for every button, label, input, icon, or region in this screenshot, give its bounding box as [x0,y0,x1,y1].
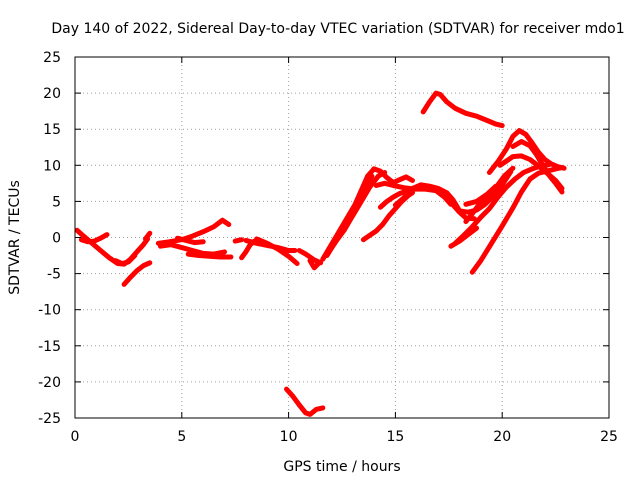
series-track-13 [254,236,300,266]
series-track-8 [175,235,206,246]
x-tick-label: 5 [177,429,186,445]
y-tick-label: 25 [43,50,61,66]
y-tick-label: -10 [38,303,61,319]
series-track-27 [420,90,505,129]
y-tick-label: 10 [43,158,61,174]
series-track-15 [307,258,321,271]
series-track-26 [463,183,499,207]
x-tick-label: 15 [386,429,404,445]
series-track-32 [452,162,552,246]
x-tick-label: 20 [493,429,511,445]
y-axis-label: SDTVAR / TECUs [7,180,23,295]
grid [75,57,609,418]
y-tick-label: -25 [38,411,61,427]
series-track-20 [371,166,415,186]
chart-title: Day 140 of 2022, Sidereal Day-to-day VTE… [51,21,624,37]
y-tick-label: 20 [43,86,61,102]
series-track-6 [155,217,232,246]
y-tick-label: -15 [38,339,61,355]
series-track-19 [328,170,388,251]
series-track-30 [510,139,565,195]
y-tick-label: 15 [43,122,61,138]
series-track-9 [185,251,234,260]
series-track-10 [232,237,245,244]
series-layer [74,90,567,417]
series-track-31 [469,165,565,275]
x-tick-label: 10 [280,429,298,445]
series-track-28 [486,128,567,175]
y-tick-label: -5 [47,267,61,283]
x-axis-label: GPS time / hours [283,459,400,475]
y-tick-label: -20 [38,375,61,391]
series-track-2 [78,232,110,245]
x-tick-label: 25 [600,429,618,445]
series-track-16 [284,386,326,417]
series-track-5 [143,230,153,242]
y-tick-label: 5 [52,194,61,210]
y-tick-label: 0 [52,231,61,247]
series-track-33 [448,225,480,249]
series-track-3 [113,253,138,266]
series-track-4 [121,260,153,287]
ticks: 0 5 10 15 20 25 -25 -20 -15 -10 -5 0 5 10 15 20 25 [38,50,618,445]
series-track-24 [392,169,514,215]
x-tick-label: 0 [71,429,80,445]
